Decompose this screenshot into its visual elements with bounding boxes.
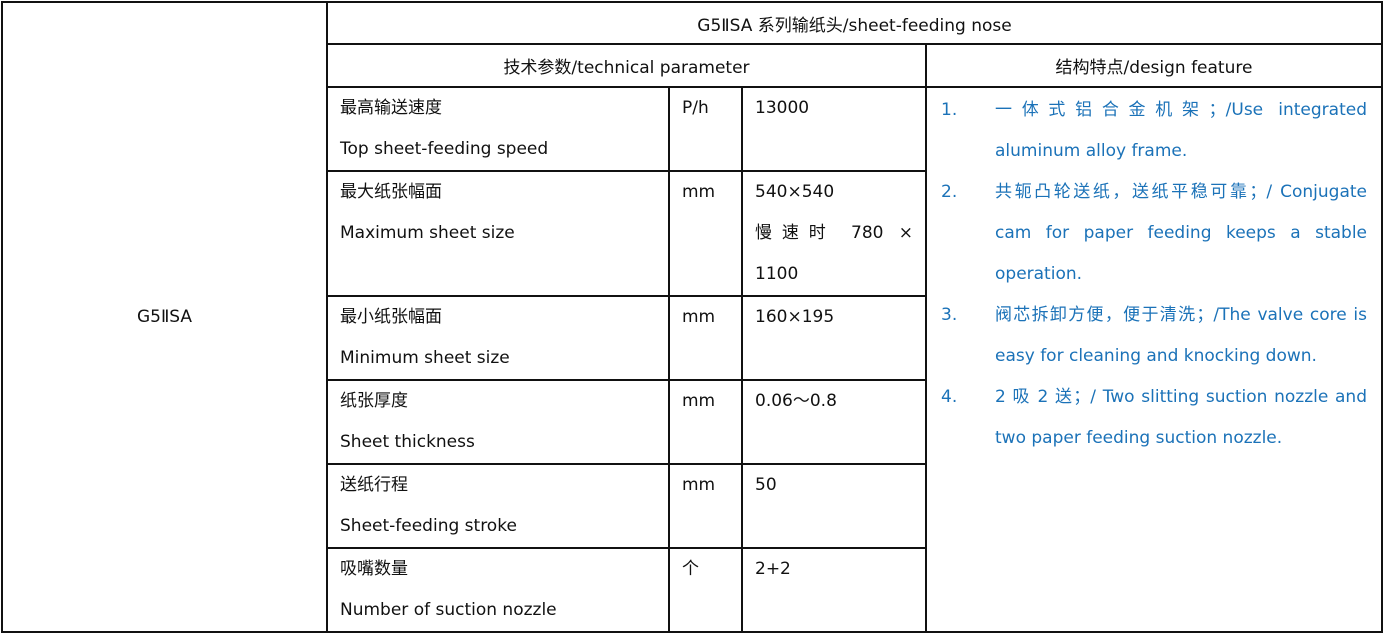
feature-number: 2.	[941, 182, 958, 202]
param-en: Sheet-feeding stroke	[340, 516, 517, 536]
param-value: 0.06～0.8	[741, 379, 927, 465]
param-value: 50	[741, 463, 927, 549]
value-text: 540×540	[755, 182, 835, 202]
param-en: Minimum sheet size	[340, 348, 510, 368]
unit-text: mm	[682, 475, 716, 495]
unit-text: mm	[682, 307, 716, 327]
param-en: Sheet thickness	[340, 432, 475, 452]
unit-text: mm	[682, 182, 716, 202]
param-name: 纸张厚度 Sheet thickness	[326, 379, 670, 465]
technical-header: 技术参数/technical parameter	[326, 43, 927, 88]
feature-item: 3. 阀芯拆卸方便，便于清洗；/The valve core is easy fo…	[941, 295, 1367, 377]
feature-item: 4. 2 吸 2 送；/ Two slitting suction nozzle …	[941, 377, 1367, 459]
unit-text: 个	[682, 559, 699, 579]
feature-number: 4.	[941, 387, 958, 407]
param-unit: mm	[668, 170, 743, 297]
param-zh: 最大纸张幅面	[340, 182, 442, 202]
param-unit: mm	[668, 463, 743, 549]
param-name: 送纸行程 Sheet-feeding stroke	[326, 463, 670, 549]
param-en: Number of suction nozzle	[340, 600, 557, 620]
feature-number: 3.	[941, 305, 958, 325]
unit-text: mm	[682, 391, 716, 411]
feature-text: 一体式铝合金机架；/Use integrated aluminum alloy …	[995, 100, 1367, 161]
feature-text: 2 吸 2 送；/ Two slitting suction nozzle an…	[995, 387, 1367, 448]
design-features: 1. 一体式铝合金机架；/Use integrated aluminum allo…	[925, 86, 1383, 633]
param-zh: 最小纸张幅面	[340, 307, 442, 327]
value-text: 0.06～0.8	[755, 391, 837, 411]
param-value: 13000	[741, 86, 927, 172]
value-text: 50	[755, 475, 777, 495]
design-header: 结构特点/design feature	[925, 43, 1383, 88]
feature-text: 阀芯拆卸方便，便于清洗；/The valve core is easy for …	[995, 305, 1367, 366]
param-zh: 最高输送速度	[340, 98, 442, 118]
value-text: 1100	[755, 264, 799, 284]
param-zh: 送纸行程	[340, 475, 408, 495]
param-zh: 纸张厚度	[340, 391, 408, 411]
param-unit: 个	[668, 547, 743, 633]
feature-text: 共轭凸轮送纸，送纸平稳可靠；/ Conjugate cam for paper …	[995, 182, 1367, 284]
param-value: 540×540 慢速时 780 × 1100	[741, 170, 927, 297]
value-text: 160×195	[755, 307, 835, 327]
table-title: G5ⅡSA 系列输纸头/sheet-feeding nose	[326, 1, 1383, 45]
feature-number: 1.	[941, 100, 958, 120]
param-name: 最大纸张幅面 Maximum sheet size	[326, 170, 670, 297]
value-text: 2+2	[755, 559, 791, 579]
model-cell: G5ⅡSA	[1, 1, 328, 633]
value-text: 慢速时 780 ×	[755, 223, 913, 243]
value-text: 13000	[755, 98, 810, 118]
feature-item: 2. 共轭凸轮送纸，送纸平稳可靠；/ Conjugate cam for pape…	[941, 172, 1367, 295]
param-unit: mm	[668, 295, 743, 381]
param-name: 最小纸张幅面 Minimum sheet size	[326, 295, 670, 381]
param-value: 2+2	[741, 547, 927, 633]
feature-item: 1. 一体式铝合金机架；/Use integrated aluminum allo…	[941, 90, 1367, 172]
param-en: Top sheet-feeding speed	[340, 139, 549, 159]
param-unit: mm	[668, 379, 743, 465]
param-en: Maximum sheet size	[340, 223, 515, 243]
param-zh: 吸嘴数量	[340, 559, 408, 579]
param-value: 160×195	[741, 295, 927, 381]
unit-text: P/h	[682, 98, 709, 118]
param-unit: P/h	[668, 86, 743, 172]
param-name: 最高输送速度 Top sheet-feeding speed	[326, 86, 670, 172]
param-name: 吸嘴数量 Number of suction nozzle	[326, 547, 670, 633]
